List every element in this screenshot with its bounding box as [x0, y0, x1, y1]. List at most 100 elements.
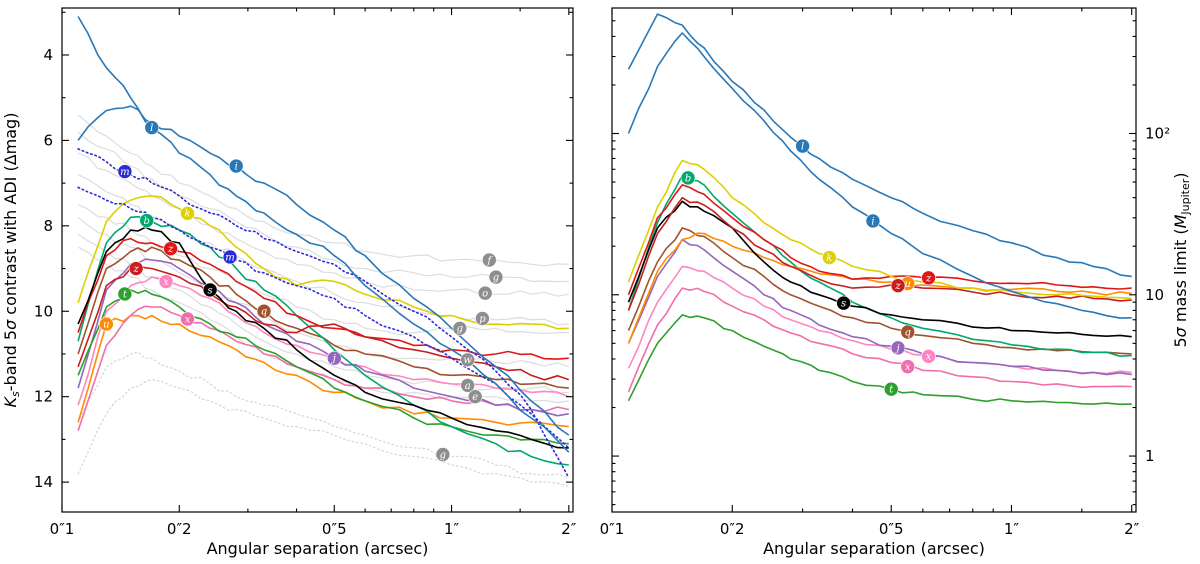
marker-circle-m	[117, 164, 133, 179]
marker-letter-i: i	[871, 216, 874, 227]
y-tick-label: 1	[1145, 447, 1155, 465]
line-p-3	[77, 174, 569, 326]
line-t-0	[627, 314, 1132, 406]
x-tick-label: 0″2	[720, 520, 745, 538]
marker-letter-m: m	[120, 167, 129, 178]
plot-frame	[611, 7, 1137, 513]
y-tick-label: 10²	[1145, 125, 1170, 143]
line-q-14	[77, 246, 569, 389]
marker-letter-m: m	[225, 252, 234, 263]
marker-letter-z: z	[925, 273, 932, 284]
x-tick-label: 0″5	[879, 520, 904, 538]
line-l-12	[627, 13, 1132, 278]
marker-circle-s	[202, 282, 218, 298]
marker-circle-x	[180, 311, 195, 327]
line-unlabeled-9	[77, 379, 570, 487]
axis-labels: Angular separation (arcsec) Ks-band 5σ co…	[1, 113, 428, 558]
marker-circle-j	[890, 340, 906, 356]
x-axis-label-right: Angular separation (arcsec)	[763, 539, 985, 558]
marker-letter-g: g	[457, 324, 463, 335]
x-axis-label-left: Angular separation (arcsec)	[207, 539, 429, 558]
line-s-20	[77, 226, 569, 449]
marker-letter-a: a	[465, 381, 471, 392]
marker-circle-s	[836, 295, 851, 311]
y-tick-label: 12	[34, 388, 53, 406]
marker-circle-w	[460, 352, 475, 368]
y-tick-label: 14	[34, 473, 53, 491]
marker-letter-x: x	[185, 314, 191, 325]
marker-circle-o	[477, 285, 493, 301]
line-m-22	[77, 186, 570, 449]
marker-circle-z	[921, 270, 936, 286]
tick-labels: 0″1 0″2 0″5 1″ 2″ 4 6 8 10 12 14	[34, 46, 577, 538]
marker-letter-w: w	[463, 355, 472, 366]
marker-letter-g: g	[440, 450, 446, 461]
marker-circle-b	[139, 213, 155, 228]
marker-letter-u: u	[905, 279, 911, 290]
ticks	[61, 8, 573, 512]
line-z-9	[627, 184, 1132, 296]
x-tick-label: 0″2	[167, 520, 192, 538]
marker-circle-l	[144, 120, 160, 135]
x-tick-label: 0″1	[50, 520, 75, 538]
marker-circle-g	[488, 269, 504, 285]
marker-letter-k: k	[184, 209, 190, 220]
marker-circle-q	[256, 303, 272, 319]
line-z-17	[77, 237, 569, 360]
x-tick-label: 1″	[1004, 520, 1020, 538]
marker-circle-x	[921, 349, 936, 364]
line-j-3	[627, 238, 1132, 376]
tick-labels: 0″1 0″2 0″5 1″ 2″ 10² 10 1	[600, 125, 1170, 538]
marker-letter-x: x	[163, 277, 169, 288]
marker-circle-j	[326, 350, 342, 366]
ticks	[611, 8, 1136, 512]
plot-frame	[61, 7, 574, 513]
line-i-11	[627, 32, 1132, 319]
marker-letter-x: x	[926, 352, 932, 363]
y-tick-label: 10	[1145, 286, 1164, 304]
line-k-10	[627, 159, 1132, 300]
marker-letter-f: f	[486, 255, 493, 266]
marker-letter-b: b	[685, 173, 691, 184]
series-layer	[77, 16, 570, 487]
marker-circle-g	[452, 321, 468, 336]
marker-letter-q: q	[905, 327, 911, 338]
marker-circle-k	[822, 250, 837, 265]
axis-labels: Angular separation (arcsec) 5σ mass limit…	[763, 172, 1192, 558]
x-tick-label: 1″	[444, 520, 460, 538]
marker-circle-z	[163, 241, 178, 257]
marker-circle-i	[865, 213, 881, 229]
marker-letter-q: q	[261, 307, 267, 318]
line-t-15	[77, 289, 569, 445]
marker-letter-z: z	[133, 264, 140, 275]
marker-circle-f	[482, 252, 497, 268]
marker-letter-i: i	[235, 161, 238, 172]
marker-letter-j: j	[894, 343, 899, 354]
marker-letter-e: e	[472, 392, 478, 403]
line-o-2	[77, 152, 569, 297]
marker-circle-t	[117, 286, 133, 302]
marker-letter-z: z	[894, 281, 901, 292]
marker-letter-o: o	[482, 289, 488, 300]
line-g-8	[77, 351, 570, 479]
marker-letter-j: j	[331, 354, 336, 365]
marker-letter-p: p	[479, 314, 486, 325]
y-tick-label: 8	[43, 217, 53, 235]
line-u-10	[77, 314, 569, 428]
x-tick-label: 2″	[1124, 520, 1140, 538]
marker-letter-b: b	[144, 216, 150, 227]
x-tick-label: 0″5	[322, 520, 347, 538]
marker-letter-s: s	[841, 299, 846, 310]
line-z-8	[627, 196, 1132, 311]
marker-letter-s: s	[208, 285, 213, 296]
marker-circle-g	[435, 447, 451, 462]
y-tick-label: 10	[34, 302, 53, 320]
line-l-24	[77, 16, 570, 453]
marker-letter-k: k	[826, 253, 832, 264]
marker-letter-x: x	[905, 362, 911, 373]
line-f-0	[77, 114, 569, 267]
marker-circle-a	[460, 378, 475, 393]
